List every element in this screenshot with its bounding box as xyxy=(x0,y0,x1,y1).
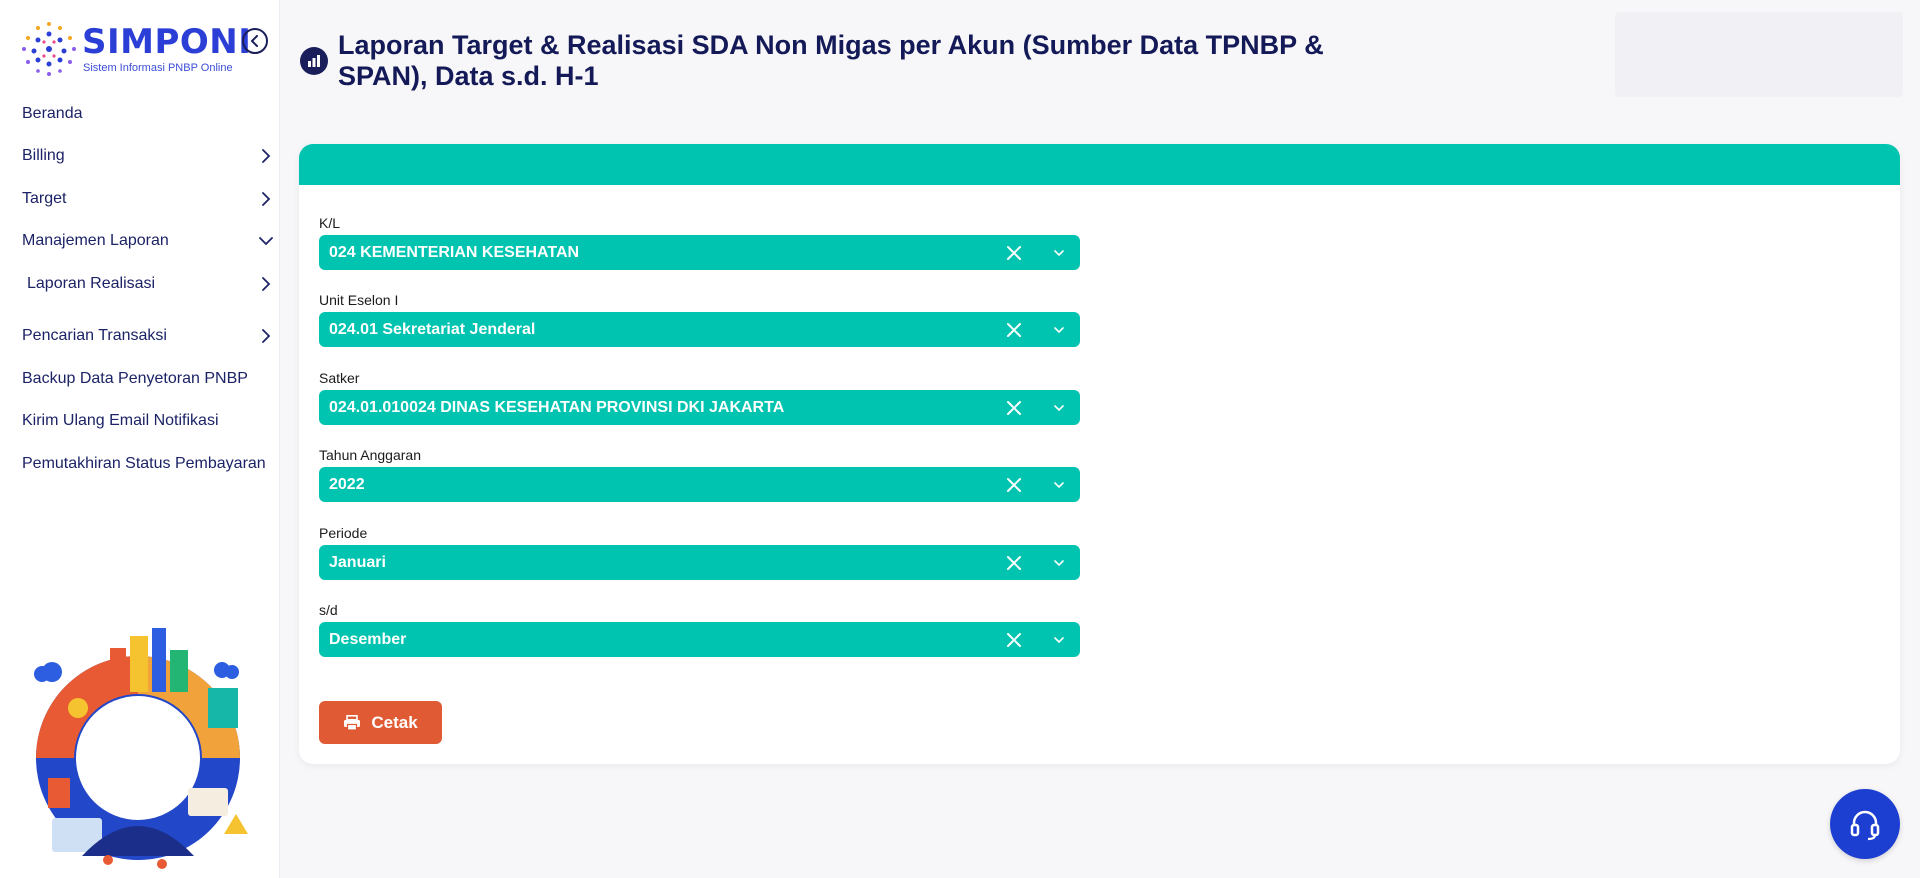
printer-icon xyxy=(344,714,361,731)
collapse-sidebar-button[interactable] xyxy=(242,28,268,54)
chevron-right-icon xyxy=(256,326,276,346)
sidebar-item-label: Target xyxy=(22,190,67,207)
sidebar-item-label: Backup Data Penyetoran PNBP xyxy=(22,370,248,387)
sidebar-item-manajemen-laporan[interactable]: Manajemen Laporan xyxy=(22,226,276,256)
select-periode[interactable]: Januari xyxy=(319,545,1080,580)
select-value: Januari xyxy=(329,553,386,571)
sidebar-item-billing[interactable]: Billing xyxy=(22,141,276,171)
select-tahun-anggaran[interactable]: 2022 xyxy=(319,467,1080,502)
clear-icon[interactable] xyxy=(1003,629,1025,651)
sidebar-item-label: Pencarian Transaksi xyxy=(22,327,167,344)
header-placeholder xyxy=(1615,12,1903,97)
chevron-down-icon[interactable] xyxy=(1049,475,1069,495)
chevron-down-icon[interactable] xyxy=(1049,630,1069,650)
sidebar-item-label: Beranda xyxy=(22,105,83,122)
select-value: 2022 xyxy=(329,475,365,493)
clear-icon[interactable] xyxy=(1003,552,1025,574)
card-header xyxy=(299,144,1900,185)
brand-name: SIMPONI xyxy=(82,22,252,62)
field-label-sd: s/d xyxy=(319,602,338,618)
sidebar-item-backup-data[interactable]: Backup Data Penyetoran PNBP xyxy=(22,364,276,394)
headset-icon xyxy=(1850,810,1880,841)
clear-icon[interactable] xyxy=(1003,319,1025,341)
sidebar-item-beranda[interactable]: Beranda xyxy=(22,99,276,129)
sidebar-item-label: Billing xyxy=(22,147,65,164)
sidebar-item-kirim-ulang-email[interactable]: Kirim Ulang Email Notifikasi xyxy=(22,406,276,436)
sidebar-item-pencarian-transaksi[interactable]: Pencarian Transaksi xyxy=(22,321,276,351)
sidebar-item-laporan-realisasi[interactable]: Laporan Realisasi xyxy=(27,269,276,299)
field-label-kl: K/L xyxy=(319,215,341,231)
select-value: 024 KEMENTERIAN KESEHATAN xyxy=(329,243,580,261)
select-value: Desember xyxy=(329,630,407,648)
chevron-down-icon[interactable] xyxy=(1049,243,1069,263)
select-unit-eselon[interactable]: 024.01 Sekretariat Jenderal xyxy=(319,312,1080,347)
print-button[interactable]: Cetak xyxy=(319,701,442,744)
field-label-tahun-anggaran: Tahun Anggaran xyxy=(319,447,421,463)
brand-tagline: Sistem Informasi PNBP Online xyxy=(83,62,233,74)
sidebar: SIMPONI Sistem Informasi PNBP Online Ber… xyxy=(0,0,280,878)
select-value: 024.01 Sekretariat Jenderal xyxy=(329,320,536,338)
print-button-label: Cetak xyxy=(371,712,418,732)
sidebar-item-target[interactable]: Target xyxy=(22,184,276,214)
select-kl[interactable]: 024 KEMENTERIAN KESEHATAN xyxy=(319,235,1080,270)
chevron-right-icon xyxy=(256,274,276,294)
chevron-down-icon[interactable] xyxy=(1049,320,1069,340)
field-label-periode: Periode xyxy=(319,525,368,541)
help-support-button[interactable] xyxy=(1830,789,1900,859)
chevron-down-icon[interactable] xyxy=(1049,553,1069,573)
chevron-down-icon xyxy=(256,231,276,251)
clear-icon[interactable] xyxy=(1003,397,1025,419)
clear-icon[interactable] xyxy=(1003,242,1025,264)
select-sd[interactable]: Desember xyxy=(319,622,1080,657)
city-illustration-icon xyxy=(34,628,248,869)
field-label-satker: Satker xyxy=(319,370,360,386)
chevron-left-icon xyxy=(251,35,258,47)
report-form-card: K/L 024 KEMENTERIAN KESEHATAN Unit Eselo… xyxy=(299,144,1900,764)
sidebar-item-label: Manajemen Laporan xyxy=(22,232,169,249)
page-title: Laporan Target & Realisasi SDA Non Migas… xyxy=(338,30,1324,91)
logo-dots-icon xyxy=(22,22,76,76)
clear-icon[interactable] xyxy=(1003,474,1025,496)
bar-chart-icon xyxy=(300,47,328,75)
sidebar-item-label: Laporan Realisasi xyxy=(27,275,156,292)
sidebar-item-label: Pemutakhiran Status Pembayaran xyxy=(22,455,266,472)
select-satker[interactable]: 024.01.010024 DINAS KESEHATAN PROVINSI D… xyxy=(319,390,1080,425)
chevron-down-icon[interactable] xyxy=(1049,398,1069,418)
sidebar-item-label: Kirim Ulang Email Notifikasi xyxy=(22,412,219,429)
select-value: 024.01.010024 DINAS KESEHATAN PROVINSI D… xyxy=(329,398,785,416)
chevron-right-icon xyxy=(256,146,276,166)
brand-logo[interactable]: SIMPONI Sistem Informasi PNBP Online xyxy=(20,18,270,78)
sidebar-item-pemutakhiran-status[interactable]: Pemutakhiran Status Pembayaran xyxy=(22,449,276,479)
field-label-unit-eselon: Unit Eselon I xyxy=(319,292,399,308)
chevron-right-icon xyxy=(256,189,276,209)
